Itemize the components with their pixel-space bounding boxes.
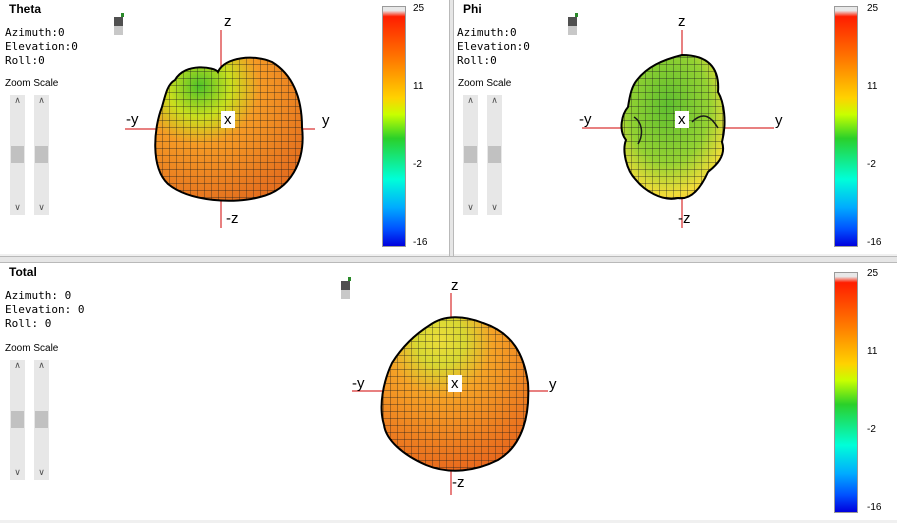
colorbar-label: -2 xyxy=(867,159,876,170)
elevation-readout: Elevation:0 xyxy=(5,40,78,53)
chevron-down-icon[interactable]: ∨ xyxy=(467,203,474,213)
scale-slider[interactable]: ∧ ∨ xyxy=(34,95,49,215)
theta-colorbar xyxy=(382,6,406,247)
zoom-scale-label: Zoom Scale xyxy=(5,78,59,89)
elevation-readout: Elevation: 0 xyxy=(5,303,85,316)
roll-readout: Roll:0 xyxy=(457,54,497,67)
chevron-up-icon[interactable]: ∧ xyxy=(38,96,45,106)
x-axis-label: x xyxy=(448,375,462,392)
colorbar-label: 11 xyxy=(867,81,878,92)
colorbar-label: 25 xyxy=(413,3,425,14)
panel-title: Theta xyxy=(9,2,42,16)
chevron-up-icon[interactable]: ∧ xyxy=(14,96,21,106)
chevron-up-icon[interactable]: ∧ xyxy=(491,96,498,106)
x-axis-label: x xyxy=(675,111,689,128)
roll-readout: Roll:0 xyxy=(5,54,45,67)
colorbar-label: -2 xyxy=(867,424,876,435)
zoom-scale-label: Zoom Scale xyxy=(458,78,512,89)
zoom-slider[interactable]: ∧ ∨ xyxy=(10,360,25,480)
view-toggle-icon[interactable] xyxy=(114,13,124,35)
colorbar-label: 11 xyxy=(413,81,424,92)
neg-y-axis-label: -y xyxy=(352,375,365,392)
x-axis-label: x xyxy=(221,111,235,128)
y-axis-label: y xyxy=(549,376,557,393)
phi-pattern-panel: Phi Azimuth:0 Elevation:0 Roll:0 Zoom Scal… xyxy=(454,0,897,254)
phi-3d-plot[interactable] xyxy=(582,22,792,232)
scale-slider[interactable]: ∧ ∨ xyxy=(487,95,502,215)
phi-radiation-surface xyxy=(620,53,726,200)
azimuth-readout: Azimuth:0 xyxy=(457,26,517,39)
neg-z-axis-label: -z xyxy=(678,210,691,227)
chevron-up-icon[interactable]: ∧ xyxy=(14,361,21,371)
total-radiation-surface xyxy=(380,316,530,472)
view-orientation: Azimuth:0 Elevation:0 Roll:0 xyxy=(457,26,530,68)
theta-3d-plot[interactable] xyxy=(120,22,340,232)
colorbar-label: 25 xyxy=(867,268,879,279)
panel-title: Total xyxy=(9,265,37,279)
chevron-down-icon[interactable]: ∨ xyxy=(38,468,45,478)
chevron-up-icon[interactable]: ∧ xyxy=(38,361,45,371)
slider-thumb[interactable] xyxy=(35,146,48,163)
slider-thumb[interactable] xyxy=(11,411,24,428)
colorbar-label: -2 xyxy=(413,159,422,170)
elevation-readout: Elevation:0 xyxy=(457,40,530,53)
theta-radiation-surface xyxy=(154,56,304,202)
slider-thumb[interactable] xyxy=(11,146,24,163)
colorbar-label: 11 xyxy=(867,346,878,357)
neg-y-axis-label: -y xyxy=(126,111,139,128)
roll-readout: Roll: 0 xyxy=(5,317,52,330)
slider-thumb[interactable] xyxy=(488,146,501,163)
zoom-slider[interactable]: ∧ ∨ xyxy=(10,95,25,215)
total-colorbar xyxy=(834,272,858,513)
chevron-down-icon[interactable]: ∨ xyxy=(14,468,21,478)
panel-title: Phi xyxy=(463,2,482,16)
horizontal-splitter[interactable] xyxy=(0,256,897,263)
phi-colorbar xyxy=(834,6,858,247)
scale-slider[interactable]: ∧ ∨ xyxy=(34,360,49,480)
colorbar-label: -16 xyxy=(413,237,428,248)
neg-z-axis-label: -z xyxy=(452,474,465,491)
neg-z-axis-label: -z xyxy=(226,210,239,227)
chevron-down-icon[interactable]: ∨ xyxy=(491,203,498,213)
y-axis-label: y xyxy=(775,112,783,129)
z-axis-label: z xyxy=(451,277,459,294)
azimuth-readout: Azimuth:0 xyxy=(5,26,65,39)
total-3d-plot[interactable] xyxy=(348,285,564,497)
view-orientation: Azimuth: 0 Elevation: 0 Roll: 0 xyxy=(5,289,84,331)
chevron-up-icon[interactable]: ∧ xyxy=(467,96,474,106)
zoom-scale-label: Zoom Scale xyxy=(5,343,59,354)
colorbar-label: 25 xyxy=(867,3,879,14)
z-axis-label: z xyxy=(678,13,686,30)
theta-pattern-panel: Theta Azimuth:0 Elevation:0 Roll:0 Zoom Sc… xyxy=(0,0,449,254)
chevron-down-icon[interactable]: ∨ xyxy=(38,203,45,213)
view-toggle-icon[interactable] xyxy=(568,13,578,35)
colorbar-label: -16 xyxy=(867,502,882,513)
total-pattern-panel: Total Azimuth: 0 Elevation: 0 Roll: 0 Zoom… xyxy=(0,263,897,520)
slider-thumb[interactable] xyxy=(464,146,477,163)
chevron-down-icon[interactable]: ∨ xyxy=(14,203,21,213)
colorbar-label: -16 xyxy=(867,237,882,248)
y-axis-label: y xyxy=(322,112,330,129)
vertical-splitter[interactable] xyxy=(449,0,454,256)
neg-y-axis-label: -y xyxy=(579,111,592,128)
azimuth-readout: Azimuth: 0 xyxy=(5,289,72,302)
zoom-slider[interactable]: ∧ ∨ xyxy=(463,95,478,215)
slider-thumb[interactable] xyxy=(35,411,48,428)
view-orientation: Azimuth:0 Elevation:0 Roll:0 xyxy=(5,26,78,68)
z-axis-label: z xyxy=(224,13,232,30)
view-toggle-icon[interactable] xyxy=(341,277,351,299)
